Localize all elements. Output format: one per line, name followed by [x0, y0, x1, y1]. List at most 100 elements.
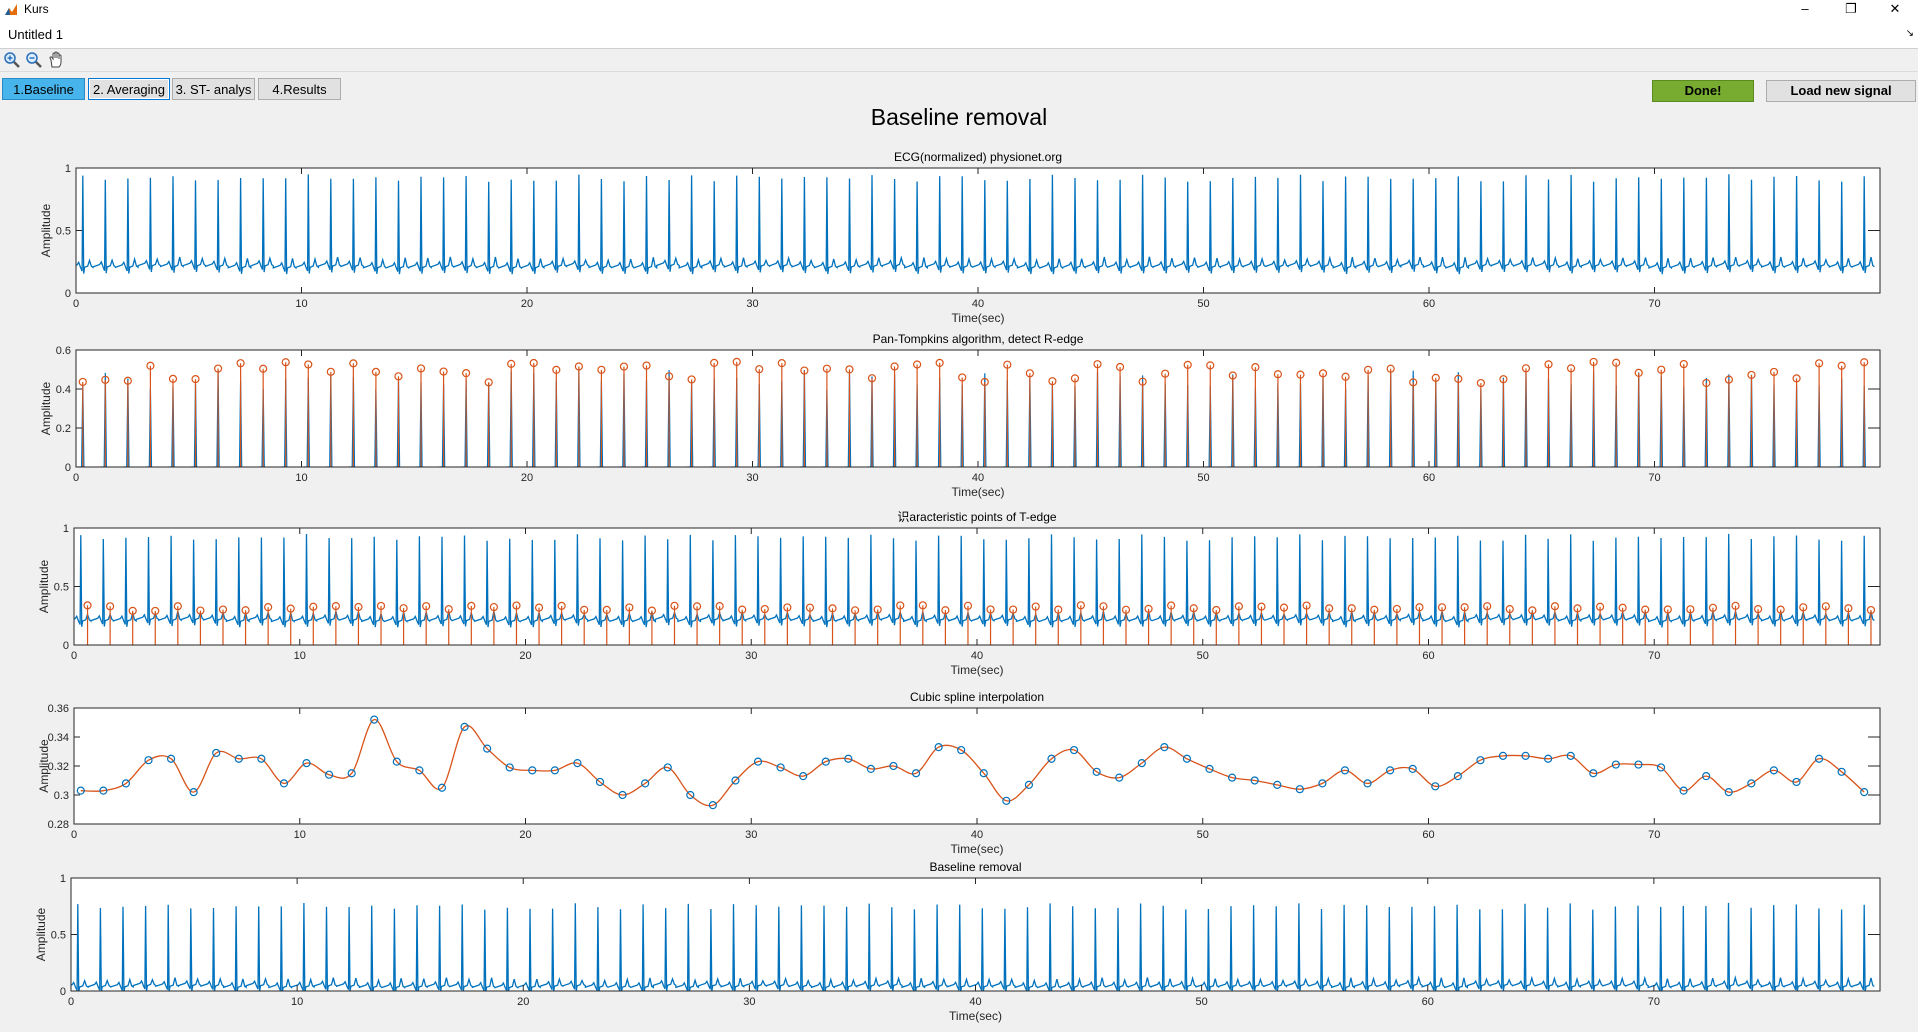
tab-averaging[interactable]: 2. Averaging: [88, 78, 170, 100]
r-peak-marker: [913, 360, 922, 369]
t-point-marker: [918, 601, 927, 610]
undock-arrow-icon[interactable]: ↘: [1905, 28, 1914, 39]
t-point-marker: [1302, 601, 1311, 610]
axes-2: Pan-Tompkins algorithm, detect R-edge 0 10…: [39, 332, 1881, 499]
spline-knot-marker: [1002, 796, 1011, 805]
x-tick-label: 70: [1648, 996, 1660, 1008]
r-peak-marker: [1612, 358, 1621, 367]
t-point-marker: [941, 606, 950, 615]
spline-knot-marker: [1069, 745, 1079, 755]
t-point-marker: [1415, 603, 1424, 612]
t-point-marker: [1708, 603, 1718, 612]
r-peak-marker: [687, 375, 696, 384]
t-point-marker: [1550, 602, 1560, 611]
t-point-marker: [173, 602, 182, 611]
t-point-marker: [1483, 602, 1492, 611]
window-titlebar: Kurs – ❐ ✕: [0, 0, 1918, 20]
spline-knot-marker: [618, 790, 627, 800]
x-tick-label: 0: [71, 829, 77, 841]
done-button[interactable]: Done!: [1652, 80, 1754, 102]
tab-baseline[interactable]: 1.Baseline: [2, 78, 85, 100]
t-point-marker: [738, 605, 747, 614]
x-tick-label: 40: [971, 829, 983, 841]
r-peak-marker: [1521, 364, 1531, 373]
t-point-marker: [602, 605, 611, 614]
load-new-signal-button[interactable]: Load new signal: [1766, 80, 1916, 102]
zoom-in-icon[interactable]: [3, 51, 21, 69]
minimize-button[interactable]: –: [1801, 1, 1809, 16]
r-peak-marker: [935, 358, 944, 367]
y-axis-label: Amplitude: [39, 382, 53, 436]
x-tick-label: 30: [746, 298, 758, 310]
page-title: Baseline removal: [870, 104, 1048, 130]
r-peak-marker: [1251, 363, 1260, 372]
y-axis-label: Amplitude: [37, 739, 51, 793]
t-point-marker: [1528, 606, 1537, 615]
t-point-marker: [783, 603, 792, 612]
t-point-marker: [1279, 603, 1289, 612]
pan-hand-icon[interactable]: [47, 51, 65, 69]
restore-button[interactable]: ❐: [1845, 1, 1857, 16]
x-tick-label: 20: [521, 298, 533, 310]
x-tick-label: 30: [743, 996, 755, 1008]
t-point-marker: [850, 606, 860, 615]
y-tick-label: 0.6: [56, 345, 71, 357]
r-peak-marker: [1702, 378, 1711, 388]
spline-knot-marker: [483, 744, 492, 753]
t-point-marker: [1866, 605, 1876, 615]
y-axis-label: Amplitude: [34, 908, 48, 962]
spline-knot-marker: [1386, 766, 1395, 775]
y-tick-label: 0.5: [54, 582, 69, 594]
t-point-marker: [1257, 602, 1266, 611]
x-tick-label: 60: [1422, 829, 1434, 841]
x-tick-label: 10: [295, 298, 307, 310]
x-tick-label: 50: [1197, 298, 1209, 310]
x-axis-label: Time(sec): [952, 311, 1005, 325]
r-peak-marker: [1860, 358, 1869, 367]
series-group: [76, 715, 1869, 810]
spline-knot-marker: [550, 766, 559, 775]
t-point-marker: [1054, 605, 1063, 614]
spline-knot-marker: [99, 786, 108, 795]
r-peak-marker: [1815, 359, 1824, 368]
zoom-out-icon[interactable]: [25, 51, 43, 69]
r-peak-marker: [800, 366, 809, 375]
spline-knot-marker: [1634, 760, 1643, 769]
spline-knot-marker: [1702, 772, 1711, 781]
tab-st-analysis[interactable]: 3. ST- analys: [172, 78, 255, 100]
r-peak-marker: [1634, 368, 1643, 377]
t-point-marker: [1460, 603, 1469, 612]
r-peak-marker: [1769, 367, 1779, 377]
spline-knot-marker: [1498, 751, 1508, 760]
tab-results[interactable]: 4.Results: [258, 78, 341, 100]
spline-knot-marker: [324, 770, 334, 779]
x-tick-label: 60: [1422, 650, 1434, 662]
x-tick-label: 60: [1422, 996, 1434, 1008]
r-peak-marker: [1048, 377, 1057, 386]
ecg-signal-line: [71, 902, 1875, 991]
close-button[interactable]: ✕: [1889, 1, 1901, 16]
t-point-marker: [557, 601, 566, 610]
plot-area: [76, 350, 1880, 467]
y-axis-label: Amplitude: [37, 560, 51, 614]
spline-knot-marker: [1769, 766, 1778, 775]
t-point-marker: [106, 602, 115, 611]
spline-knot-marker: [347, 769, 356, 778]
r-peak-marker: [1296, 370, 1305, 379]
t-point-marker: [534, 603, 544, 612]
x-tick-label: 0: [73, 298, 79, 310]
t-point-marker: [1641, 605, 1650, 614]
x-tick-label: 70: [1648, 472, 1660, 484]
t-point-marker: [1234, 602, 1243, 611]
spline-knot-marker: [866, 764, 875, 774]
r-peak-marker: [1409, 378, 1418, 387]
spline-knot-marker: [1656, 763, 1666, 772]
spline-knot-marker: [1295, 785, 1304, 794]
r-peak-marker: [1431, 373, 1440, 382]
x-tick-label: 50: [1196, 996, 1208, 1008]
x-tick-label: 10: [295, 472, 307, 484]
spline-knot-marker: [1273, 780, 1282, 789]
r-peak-marker: [281, 358, 290, 367]
y-tick-label: 0.5: [56, 226, 71, 238]
spline-knot-marker: [708, 801, 717, 810]
